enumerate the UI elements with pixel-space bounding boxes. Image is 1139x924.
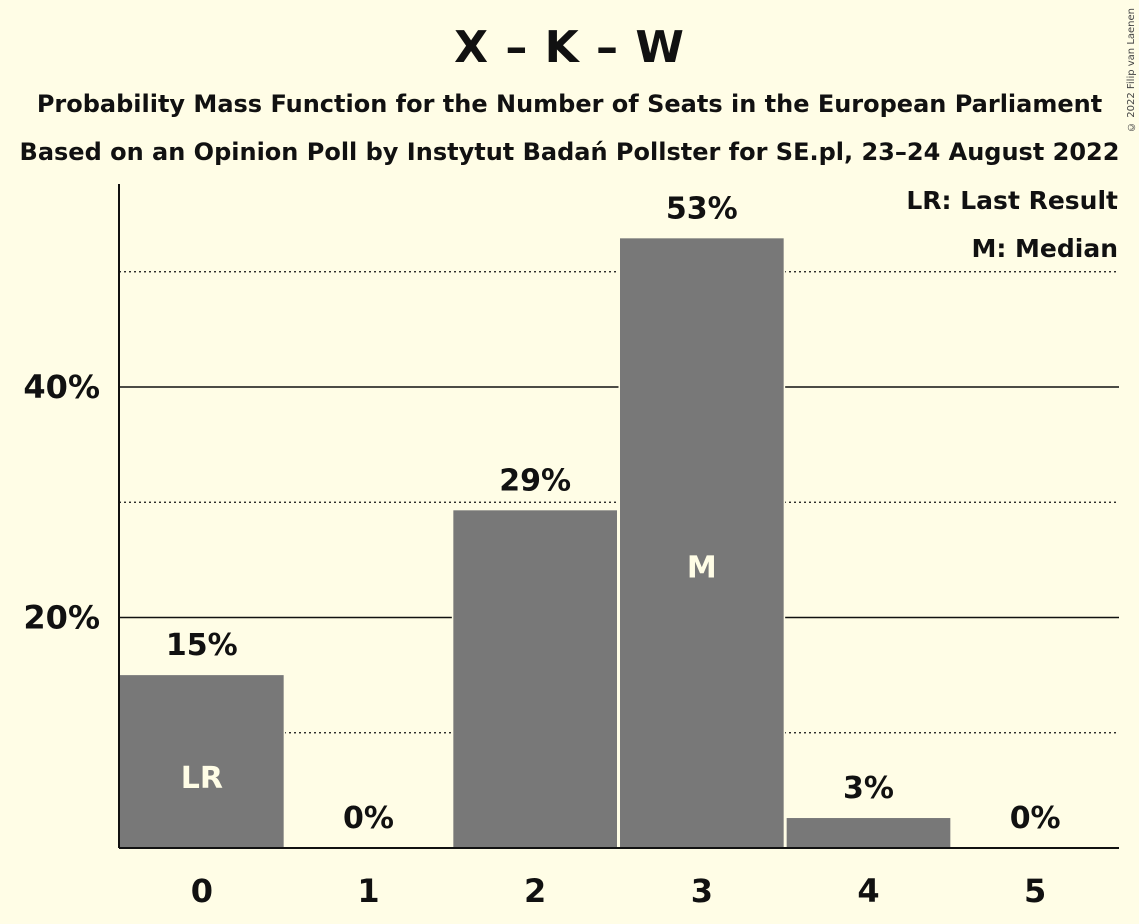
data-label: 0%	[1010, 801, 1061, 836]
data-label: 0%	[343, 801, 394, 836]
x-tick-label: 4	[857, 872, 879, 910]
data-label: 3%	[843, 771, 894, 806]
chart-source: Based on an Opinion Poll by Instytut Bad…	[19, 138, 1120, 166]
last-result-marker: LR	[181, 761, 223, 796]
x-tick-label: 2	[524, 872, 546, 910]
bar	[453, 510, 617, 848]
legend-last-result: LR: Last Result	[906, 186, 1118, 215]
x-tick-label: 5	[1024, 872, 1046, 910]
bar	[620, 238, 784, 848]
y-tick-label: 40%	[23, 368, 100, 406]
chart-subtitle: Probability Mass Function for the Number…	[36, 90, 1103, 118]
data-label: 15%	[166, 628, 238, 663]
median-marker: M	[687, 551, 717, 586]
data-label: 29%	[499, 463, 571, 498]
bar	[786, 818, 951, 848]
x-tick-label: 0	[191, 872, 213, 910]
legend-median: M: Median	[971, 234, 1118, 263]
y-tick-label: 20%	[23, 599, 100, 637]
chart-title: X – K – W	[454, 22, 685, 73]
x-tick-label: 1	[357, 872, 379, 910]
bar	[120, 675, 284, 848]
x-tick-label: 3	[691, 872, 713, 910]
data-label: 53%	[666, 191, 738, 226]
